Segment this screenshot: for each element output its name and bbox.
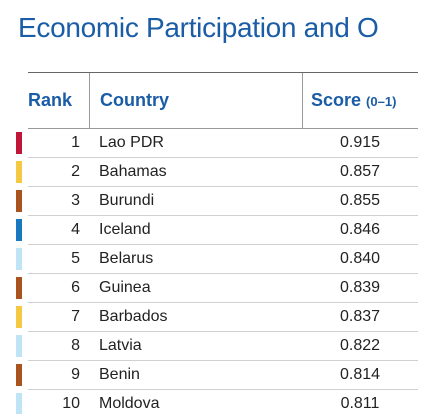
score-cell: 0.837 xyxy=(339,308,381,325)
score-label: Score xyxy=(311,90,362,110)
row-rule xyxy=(28,360,418,361)
score-unit: (0–1) xyxy=(366,94,397,109)
score-cell: 0.846 xyxy=(339,221,381,238)
row-rule xyxy=(28,331,418,332)
rank-cell: 4 xyxy=(71,221,80,238)
region-swatch xyxy=(16,190,22,212)
score-header: Score (0–1) xyxy=(311,90,396,111)
row-rule xyxy=(28,273,418,274)
country-header: Country xyxy=(100,90,169,110)
country-cell: Benin xyxy=(99,366,140,383)
row-rule xyxy=(28,244,418,245)
country-cell: Barbados xyxy=(99,308,168,325)
score-cell: 0.855 xyxy=(339,192,381,209)
region-swatch xyxy=(16,248,22,270)
rank-cell: 2 xyxy=(71,163,80,180)
score-cell: 0.839 xyxy=(339,279,381,296)
column-divider xyxy=(89,73,90,129)
row-rule xyxy=(28,157,418,158)
title: Economic Participation and O xyxy=(18,12,379,43)
row-rule xyxy=(28,389,418,390)
region-swatch xyxy=(16,277,22,299)
country-cell: Belarus xyxy=(99,250,154,267)
rank-cell: 3 xyxy=(71,192,80,209)
score-cell: 0.811 xyxy=(340,395,380,412)
region-swatch xyxy=(16,364,22,386)
region-swatch xyxy=(16,132,22,154)
score-cell: 0.822 xyxy=(339,337,381,354)
country-cell: Moldova xyxy=(99,395,160,412)
row-rule xyxy=(28,215,418,216)
rank-cell: 6 xyxy=(71,279,80,296)
header-rule xyxy=(28,128,418,129)
row-rule xyxy=(28,302,418,303)
score-cell: 0.915 xyxy=(339,134,381,151)
country-cell: Burundi xyxy=(99,192,155,209)
score-cell: 0.814 xyxy=(339,366,381,383)
rank-cell: 1 xyxy=(71,134,80,151)
rank-header: Rank xyxy=(28,90,73,110)
table-top-rule xyxy=(28,72,418,73)
country-cell: Bahamas xyxy=(99,163,167,180)
region-swatch xyxy=(16,335,22,357)
score-cell: 0.857 xyxy=(339,163,381,180)
country-cell: Latvia xyxy=(99,337,142,354)
row-rule xyxy=(28,186,418,187)
region-swatch xyxy=(16,393,22,414)
rank-cell: 8 xyxy=(71,337,80,354)
region-swatch xyxy=(16,161,22,183)
region-swatch xyxy=(16,306,22,328)
rank-cell: 9 xyxy=(71,366,80,383)
rank-cell: 10 xyxy=(62,395,80,412)
column-divider xyxy=(302,73,303,129)
rank-cell: 7 xyxy=(71,308,80,325)
country-cell: Iceland xyxy=(99,221,151,238)
score-cell: 0.840 xyxy=(339,250,381,267)
country-cell: Lao PDR xyxy=(99,134,164,151)
rank-cell: 5 xyxy=(71,250,80,267)
country-cell: Guinea xyxy=(99,279,151,296)
region-swatch xyxy=(16,219,22,241)
